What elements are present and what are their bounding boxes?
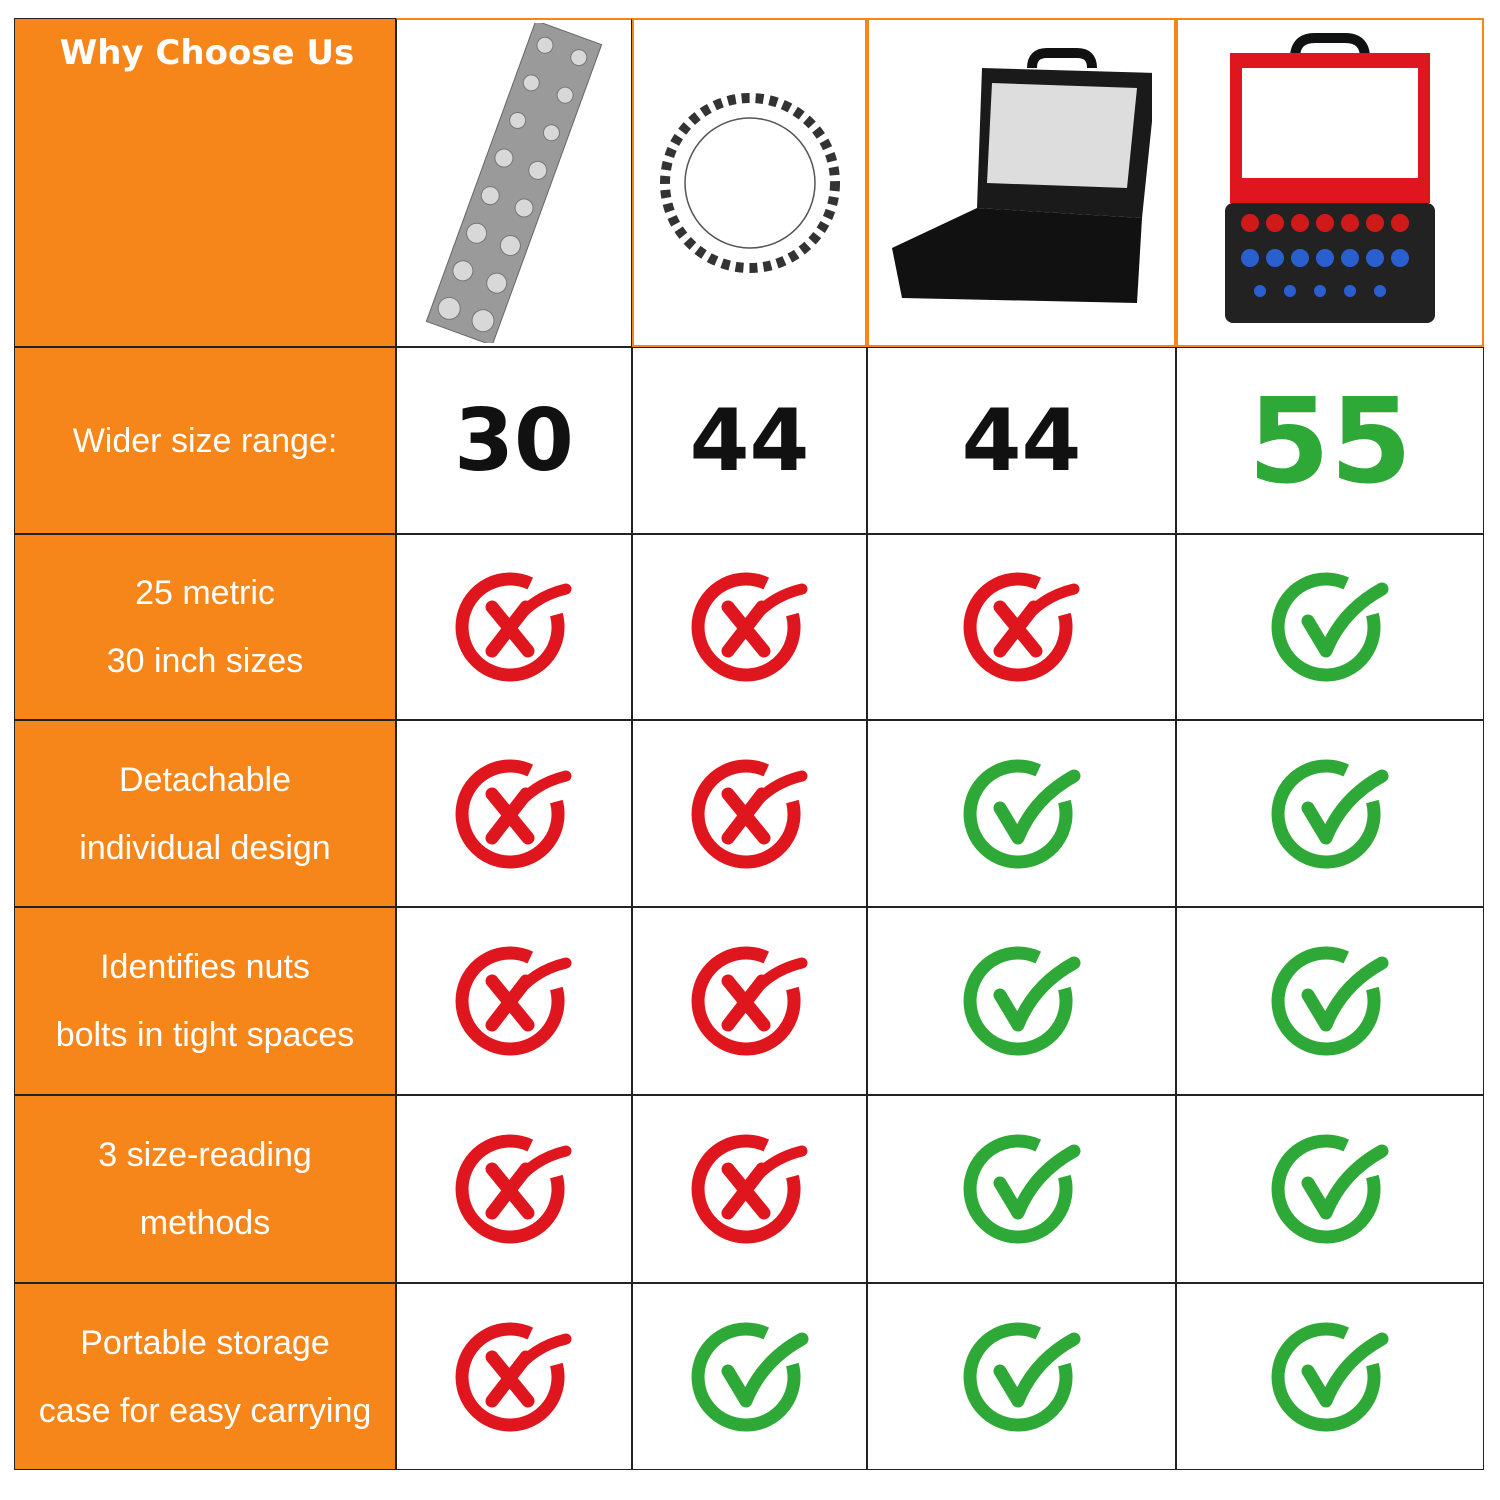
feature-label-line: 3 size-reading [98,1136,312,1174]
feature-value-cell [1176,534,1484,720]
cross-circle-icon [455,572,572,682]
feature-label-line: Identifies nuts [100,948,310,986]
feature-label-cell: Detachable individual design [14,720,396,907]
feature-value-cell [867,534,1176,720]
product-image-red-case [1176,18,1484,347]
feature-value-cell [396,907,632,1095]
check-circle-icon [1271,572,1389,682]
size-range-label: Wider size range: [72,421,338,460]
feature-label-line: 30 inch sizes [106,642,304,680]
feature-value-cell [1176,907,1484,1095]
cross-circle-icon [691,759,807,868]
plate-checker-image [425,23,603,343]
feature-value-cell [867,1283,1176,1470]
feature-value-cell [867,720,1176,907]
size-range-value-highlight: 55 [1247,371,1413,510]
cross-circle-icon [691,946,807,1056]
feature-value-cell [867,1095,1176,1283]
feature-label-cell: 3 size-reading methods [14,1095,396,1283]
feature-label-line: Portable storage [80,1323,330,1362]
product-image-ring [632,18,867,347]
feature-label-line: methods [139,1204,271,1242]
cross-circle-icon [691,1134,807,1244]
cross-circle-icon [455,946,572,1056]
feature-value-cell [396,1095,632,1283]
feature-value-cell [396,1283,632,1470]
feature-value-cell [396,534,632,720]
feature-label-line: Detachable [118,760,291,799]
check-circle-icon [691,1322,808,1431]
cross-circle-icon [455,759,572,868]
size-range-cell: 55 [1176,347,1484,534]
ring-checker-image [659,92,840,273]
feature-value-cell [632,1095,867,1283]
feature-value-cell [1176,720,1484,907]
feature-value-cell [1176,1283,1484,1470]
page-title: Why Choose Us [59,33,355,73]
black-case-checker-image [891,47,1152,303]
check-circle-icon [1271,759,1389,868]
size-range-cell: 30 [396,347,632,534]
check-circle-icon [1271,1322,1389,1431]
feature-label-cell: Portable storage case for easy carrying [14,1283,396,1470]
size-range-cell: 44 [632,347,867,534]
check-circle-icon [963,1322,1080,1431]
feature-value-cell [1176,1095,1484,1283]
cross-circle-icon [963,572,1079,682]
title-cell: Why Choose Us [14,18,396,347]
check-circle-icon [963,946,1080,1056]
product-image-plate [396,18,632,347]
cross-circle-icon [455,1134,572,1244]
feature-label-line: case for easy carrying [38,1391,372,1430]
cross-circle-icon [691,572,807,682]
feature-label-cell: 25 metric 30 inch sizes [14,534,396,720]
size-range-label-cell: Wider size range: [14,347,396,534]
cross-circle-icon [455,1322,572,1431]
check-circle-icon [1271,1134,1389,1244]
feature-value-cell [632,907,867,1095]
check-circle-icon [1271,946,1389,1056]
size-range-cell: 44 [867,347,1176,534]
feature-value-cell [632,1283,867,1470]
size-range-value: 30 [454,390,574,491]
size-range-value: 44 [961,390,1082,491]
feature-label-line: bolts in tight spaces [55,1016,355,1054]
feature-value-cell [396,720,632,907]
size-range-value: 44 [689,390,810,491]
red-case-checker-image [1225,32,1435,323]
check-circle-icon [963,759,1080,868]
feature-label-line: individual design [79,828,331,867]
comparison-table: Why Choose Us Wider size range: 3 [14,18,1484,1470]
feature-label-line: 25 metric [135,574,275,612]
feature-value-cell [867,907,1176,1095]
product-image-black-case [867,18,1176,347]
feature-value-cell [632,720,867,907]
check-circle-icon [963,1134,1080,1244]
feature-value-cell [632,534,867,720]
feature-label-cell: Identifies nuts bolts in tight spaces [14,907,396,1095]
